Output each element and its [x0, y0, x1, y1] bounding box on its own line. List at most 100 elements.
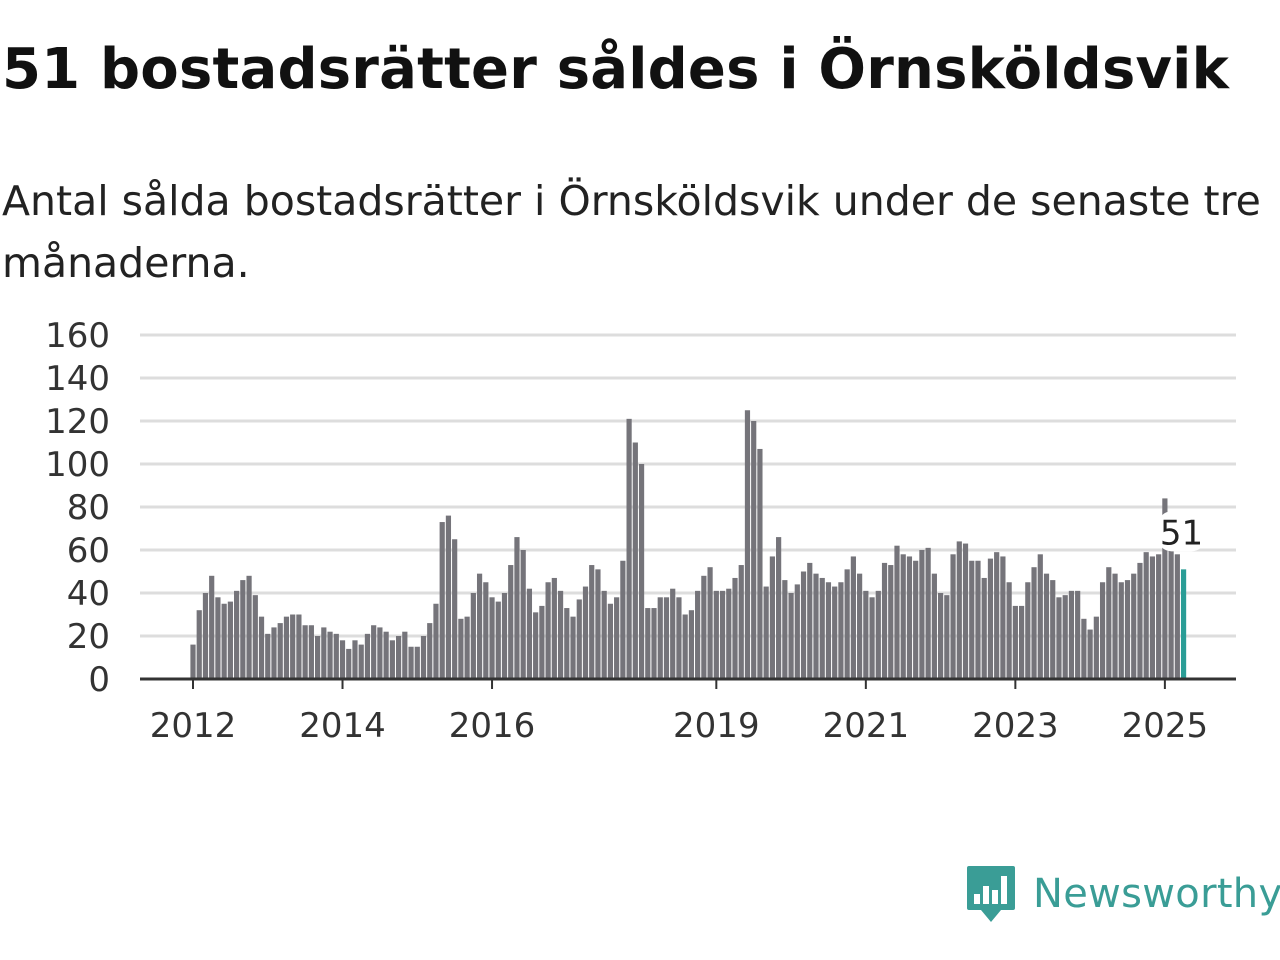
- bar: [234, 590, 240, 679]
- bar-latest: [1180, 569, 1187, 679]
- bar: [414, 646, 420, 679]
- bar: [439, 522, 445, 679]
- bar: [670, 588, 676, 679]
- bar: [832, 586, 838, 679]
- bar: [1056, 597, 1062, 679]
- x-tick-label: 2025: [1122, 706, 1209, 746]
- bar: [395, 636, 402, 679]
- bar: [651, 608, 657, 679]
- bar: [607, 603, 614, 679]
- bar: [913, 560, 919, 679]
- bar: [981, 577, 987, 679]
- bar: [1068, 590, 1075, 679]
- bar: [719, 590, 726, 679]
- page-title: 51 bostadsrätter såldes i Örnsköldsvik: [2, 37, 1230, 102]
- bar: [215, 597, 221, 679]
- y-tick-label: 60: [67, 531, 110, 571]
- bar: [277, 623, 283, 679]
- bar: [383, 631, 389, 679]
- bar: [713, 590, 719, 679]
- bar: [807, 562, 813, 679]
- bar: [919, 550, 925, 679]
- bar: [857, 573, 863, 679]
- bar: [495, 601, 501, 679]
- bar: [776, 537, 782, 679]
- bar: [308, 625, 314, 679]
- x-tick-label: 2012: [150, 706, 237, 746]
- bar: [844, 569, 850, 679]
- annotation: 51: [1157, 511, 1206, 553]
- bar: [881, 562, 888, 679]
- bar: [1018, 605, 1025, 679]
- bar: [557, 590, 564, 679]
- bar: [1037, 554, 1043, 679]
- bar: [962, 543, 969, 679]
- bar: [445, 515, 452, 679]
- bar: [1081, 618, 1087, 679]
- bar: [221, 603, 227, 679]
- bar: [464, 616, 470, 679]
- bar: [427, 623, 433, 679]
- bar: [209, 575, 215, 679]
- y-tick-label: 80: [67, 488, 110, 528]
- y-tick-label: 120: [45, 402, 110, 442]
- bar: [1112, 573, 1118, 679]
- bar: [938, 593, 944, 679]
- bar: [1087, 629, 1093, 679]
- bar: [196, 610, 202, 679]
- bar: [582, 586, 589, 679]
- bar: [408, 646, 414, 679]
- bar: [1118, 582, 1124, 679]
- bar: [1093, 616, 1099, 679]
- bar: [589, 565, 595, 679]
- bar: [738, 565, 744, 679]
- bar: [1050, 580, 1056, 679]
- bar: [240, 580, 246, 679]
- y-tick-label: 100: [45, 445, 110, 485]
- bar: [626, 418, 632, 679]
- bar: [520, 550, 526, 679]
- bar: [476, 573, 483, 679]
- bar: [333, 633, 339, 679]
- bar: [1043, 573, 1050, 679]
- bar: [906, 556, 913, 679]
- bar: [302, 625, 308, 679]
- bar: [994, 552, 1000, 679]
- x-tick-label: 2014: [299, 706, 386, 746]
- newsworthy-logo-icon: [967, 866, 1015, 922]
- bar: [433, 603, 439, 679]
- bar: [614, 597, 620, 679]
- bar: [900, 554, 906, 679]
- y-tick-label: 20: [67, 617, 110, 657]
- bar: [258, 616, 265, 679]
- bar: [819, 577, 825, 679]
- bar: [1174, 554, 1180, 679]
- bar: [894, 545, 900, 679]
- bar: [1137, 562, 1143, 679]
- bar: [296, 614, 302, 679]
- bar: [1000, 556, 1006, 679]
- bar: [1162, 498, 1168, 679]
- bar: [987, 558, 994, 679]
- bar: [545, 582, 551, 679]
- bar: [265, 633, 271, 679]
- bar: [458, 618, 464, 679]
- bar: [570, 616, 576, 679]
- bar: [1075, 590, 1081, 679]
- bar: [975, 560, 981, 679]
- bar: [526, 588, 533, 679]
- bar: [501, 593, 508, 679]
- x-tick-label: 2023: [972, 706, 1059, 746]
- x-tick-label: 2016: [449, 706, 536, 746]
- y-tick-label: 140: [45, 359, 110, 399]
- bar: [950, 554, 956, 679]
- bar: [825, 582, 832, 679]
- bar: [252, 595, 258, 679]
- bar: [701, 575, 707, 679]
- bar: [551, 577, 557, 679]
- y-tick-label: 40: [67, 574, 110, 614]
- y-tick-label: 0: [88, 660, 110, 700]
- annotation-label: 51: [1160, 513, 1203, 553]
